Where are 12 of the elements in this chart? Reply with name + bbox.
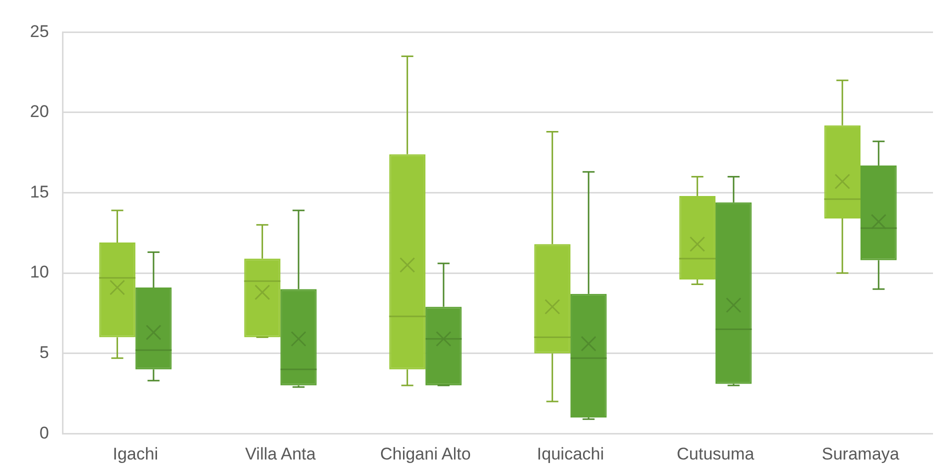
y-tick-label: 15 — [30, 182, 49, 202]
x-tick-label: Villa Anta — [245, 444, 316, 464]
x-tick-label: Igachi — [112, 444, 158, 464]
x-tick-label: Chigani Alto — [380, 444, 471, 464]
y-tick-label: 20 — [30, 102, 49, 122]
x-tick-label: Iquicachi — [536, 444, 604, 464]
x-tick-label: Suramaya — [822, 444, 900, 464]
y-tick-label: 25 — [30, 22, 49, 41]
y-tick-label: 5 — [39, 343, 49, 362]
y-tick-label: 0 — [39, 423, 49, 442]
x-tick-label: Cutusuma — [676, 444, 755, 464]
y-tick-label: 10 — [30, 262, 49, 282]
